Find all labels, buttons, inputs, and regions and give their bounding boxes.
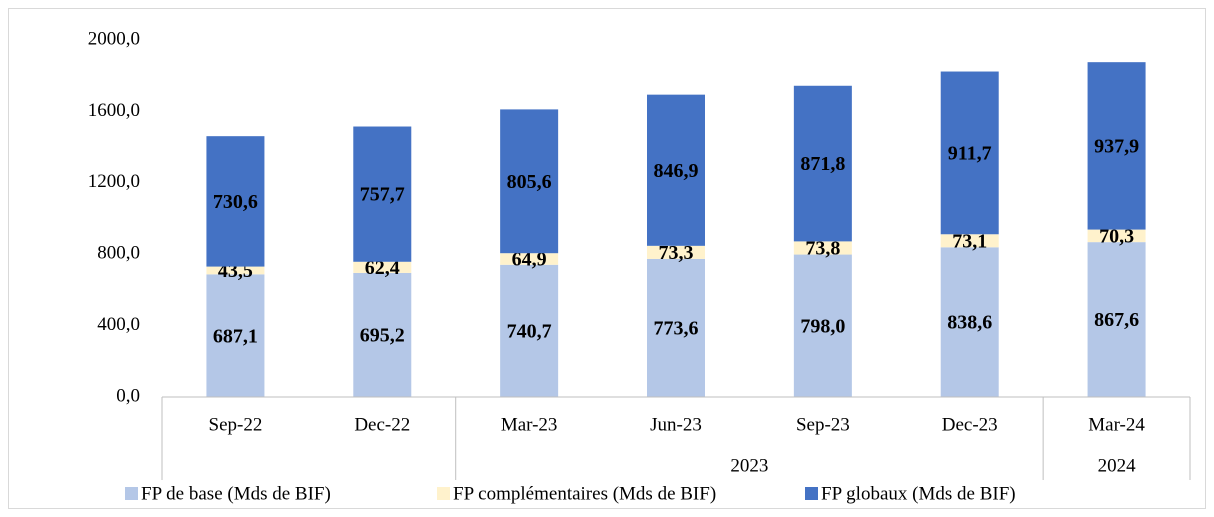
bar-segment	[793, 241, 852, 255]
value-label: 798,0	[800, 315, 845, 337]
legend-swatch	[437, 487, 450, 500]
y-tick-label: 400,0	[97, 314, 140, 335]
bar-segment	[500, 264, 559, 397]
value-label: 695,2	[360, 325, 405, 347]
value-label: 73,8	[805, 238, 840, 260]
value-label: 937,9	[1094, 135, 1139, 157]
x-tick-label: Mar-24	[1088, 414, 1145, 435]
value-label: 773,6	[654, 318, 699, 340]
group-label: 2024	[1098, 455, 1137, 476]
bar-segment	[647, 258, 705, 397]
legend-label: FP globaux (Mds de BIF)	[821, 483, 1016, 504]
x-tick-label: Mar-23	[501, 414, 558, 435]
chart-border	[8, 8, 1206, 509]
bar-segment	[206, 136, 265, 267]
legend-swatch	[125, 487, 138, 500]
bar-segment	[940, 247, 999, 397]
bar-segment	[353, 272, 412, 397]
value-label: 805,6	[507, 171, 552, 193]
y-tick-label: 800,0	[97, 243, 140, 264]
bar-segment	[353, 261, 412, 273]
value-label: 867,6	[1094, 309, 1139, 331]
value-label: 730,6	[213, 191, 258, 213]
bar-segment	[793, 254, 852, 397]
bar-segment	[647, 94, 705, 246]
value-label: 73,1	[952, 230, 987, 252]
legend-swatch	[805, 487, 818, 500]
group-label: 2023	[730, 455, 768, 476]
x-tick-label: Sep-22	[209, 414, 263, 435]
value-label: 871,8	[800, 153, 845, 175]
y-tick-label: 1200,0	[88, 171, 140, 192]
bar-segment	[1087, 229, 1146, 243]
value-label: 846,9	[654, 160, 699, 182]
y-tick-label: 0,0	[116, 385, 140, 406]
y-tick-label: 2000,0	[88, 28, 140, 49]
legend-label: FP de base (Mds de BIF)	[141, 483, 331, 504]
x-tick-label: Dec-23	[942, 414, 998, 435]
x-tick-label: Dec-22	[354, 414, 410, 435]
value-label: 911,7	[948, 142, 992, 164]
bar-segment	[793, 85, 852, 242]
value-label: 73,3	[659, 242, 694, 264]
bar-segment	[500, 253, 559, 265]
bar-segment	[1087, 62, 1146, 230]
bar-segment	[500, 109, 559, 254]
x-tick-label: Sep-23	[796, 414, 850, 435]
value-label: 62,4	[365, 257, 400, 279]
value-label: 740,7	[507, 320, 552, 342]
bar-segment	[1087, 242, 1146, 397]
bar-segment	[206, 274, 265, 397]
bar-segment	[940, 71, 999, 235]
bar-segment	[940, 234, 999, 248]
y-tick-label: 1600,0	[88, 100, 140, 121]
bar-segment	[353, 126, 412, 262]
x-tick-label: Jun-23	[650, 414, 702, 435]
value-label: 70,3	[1099, 225, 1134, 247]
value-label: 687,1	[213, 325, 258, 347]
value-label: 64,9	[512, 249, 547, 271]
value-label: 757,7	[360, 184, 405, 206]
legend-label: FP complémentaires (Mds de BIF)	[453, 483, 716, 504]
bar-segment	[206, 266, 265, 275]
bar-segment	[647, 245, 705, 259]
value-label: 838,6	[947, 312, 992, 334]
